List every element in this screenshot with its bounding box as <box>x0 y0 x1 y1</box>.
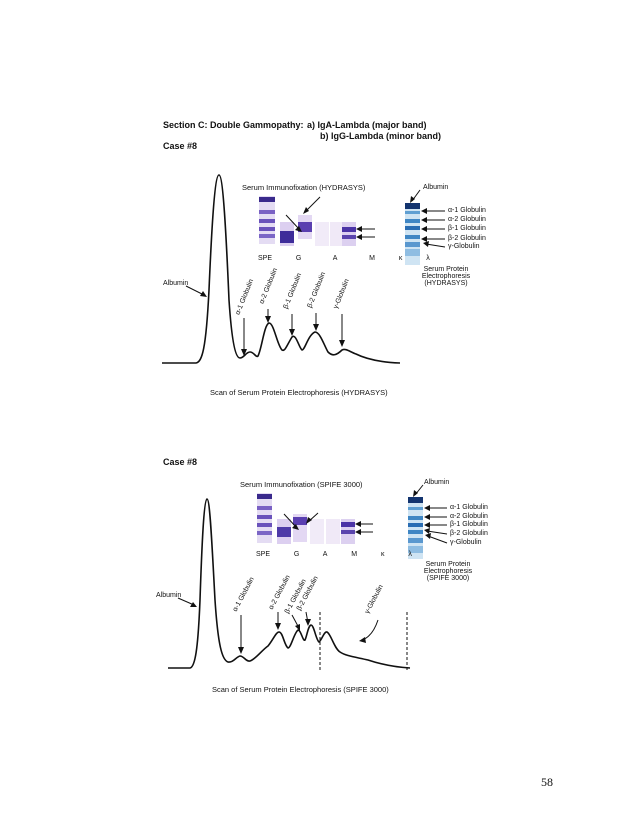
page-number: 58 <box>541 775 553 789</box>
albumin-label-1: Albumin <box>163 280 189 287</box>
case-label-2: Case #8 <box>163 457 198 467</box>
spe-label-albumin-1: Albumin <box>423 184 449 191</box>
ife-lane-labels-2: SPE G A M κ λ <box>256 551 412 558</box>
spe-label-a2-1: α-2 Globulin <box>448 216 486 223</box>
ife-gel-2 <box>257 493 373 544</box>
spe-strip-1 <box>405 189 446 265</box>
ife-lane-kappa <box>330 222 344 246</box>
spe-label-a2-2: α-2 Globulin <box>450 513 488 520</box>
case-label-1: Case #8 <box>163 141 198 151</box>
scan-trace-2 <box>168 498 411 670</box>
scan-trace-1 <box>162 174 401 364</box>
scan-caption-2: Scan of Serum Protein Electrophoresis (S… <box>212 685 389 694</box>
spe-label-b1-2: β-1 Globulin <box>450 521 488 528</box>
band-b-label: b) IgG-Lambda (minor band) <box>320 131 441 141</box>
ife-title-2: Serum Immunofixation (SPIFE 3000) <box>240 480 363 489</box>
spe-strip-2 <box>408 484 448 559</box>
spe-label-g-2: γ-Globulin <box>450 539 482 546</box>
scan-caption-1: Scan of Serum Protein Electrophoresis (H… <box>210 388 388 397</box>
ife-title-1: Serum Immunofixation (HYDRASYS) <box>242 183 366 192</box>
ife-lane-lambda <box>342 222 356 246</box>
ife-lane-m <box>315 222 329 246</box>
spe-label-a1-2: α-1 Globulin <box>450 504 488 511</box>
band-a-label: a) IgA-Lambda (major band) <box>307 120 427 130</box>
spe-label-albumin-2: Albumin <box>424 479 450 486</box>
spe-label-b2-2: β-2 Globulin <box>450 530 488 537</box>
section-title: Section C: Double Gammopathy: <box>163 120 304 130</box>
spe-caption-1: Serum Protein Electrophoresis (HYDRASYS) <box>421 266 471 287</box>
ife-gel-1 <box>259 196 375 246</box>
spe-label-b2-1: β-2 Globulin <box>448 235 486 242</box>
albumin-label-2: Albumin <box>156 592 182 599</box>
spe-label-g-1: γ-Globulin <box>448 243 480 250</box>
spe-label-a1-1: α-1 Globulin <box>448 207 486 214</box>
spe-label-b1-1: β-1 Globulin <box>448 225 486 232</box>
ife-lane-labels-1: SPE G A M κ λ <box>258 255 430 262</box>
spe-caption-2: Serum Protein Electrophoresis (SPIFE 300… <box>423 561 473 582</box>
